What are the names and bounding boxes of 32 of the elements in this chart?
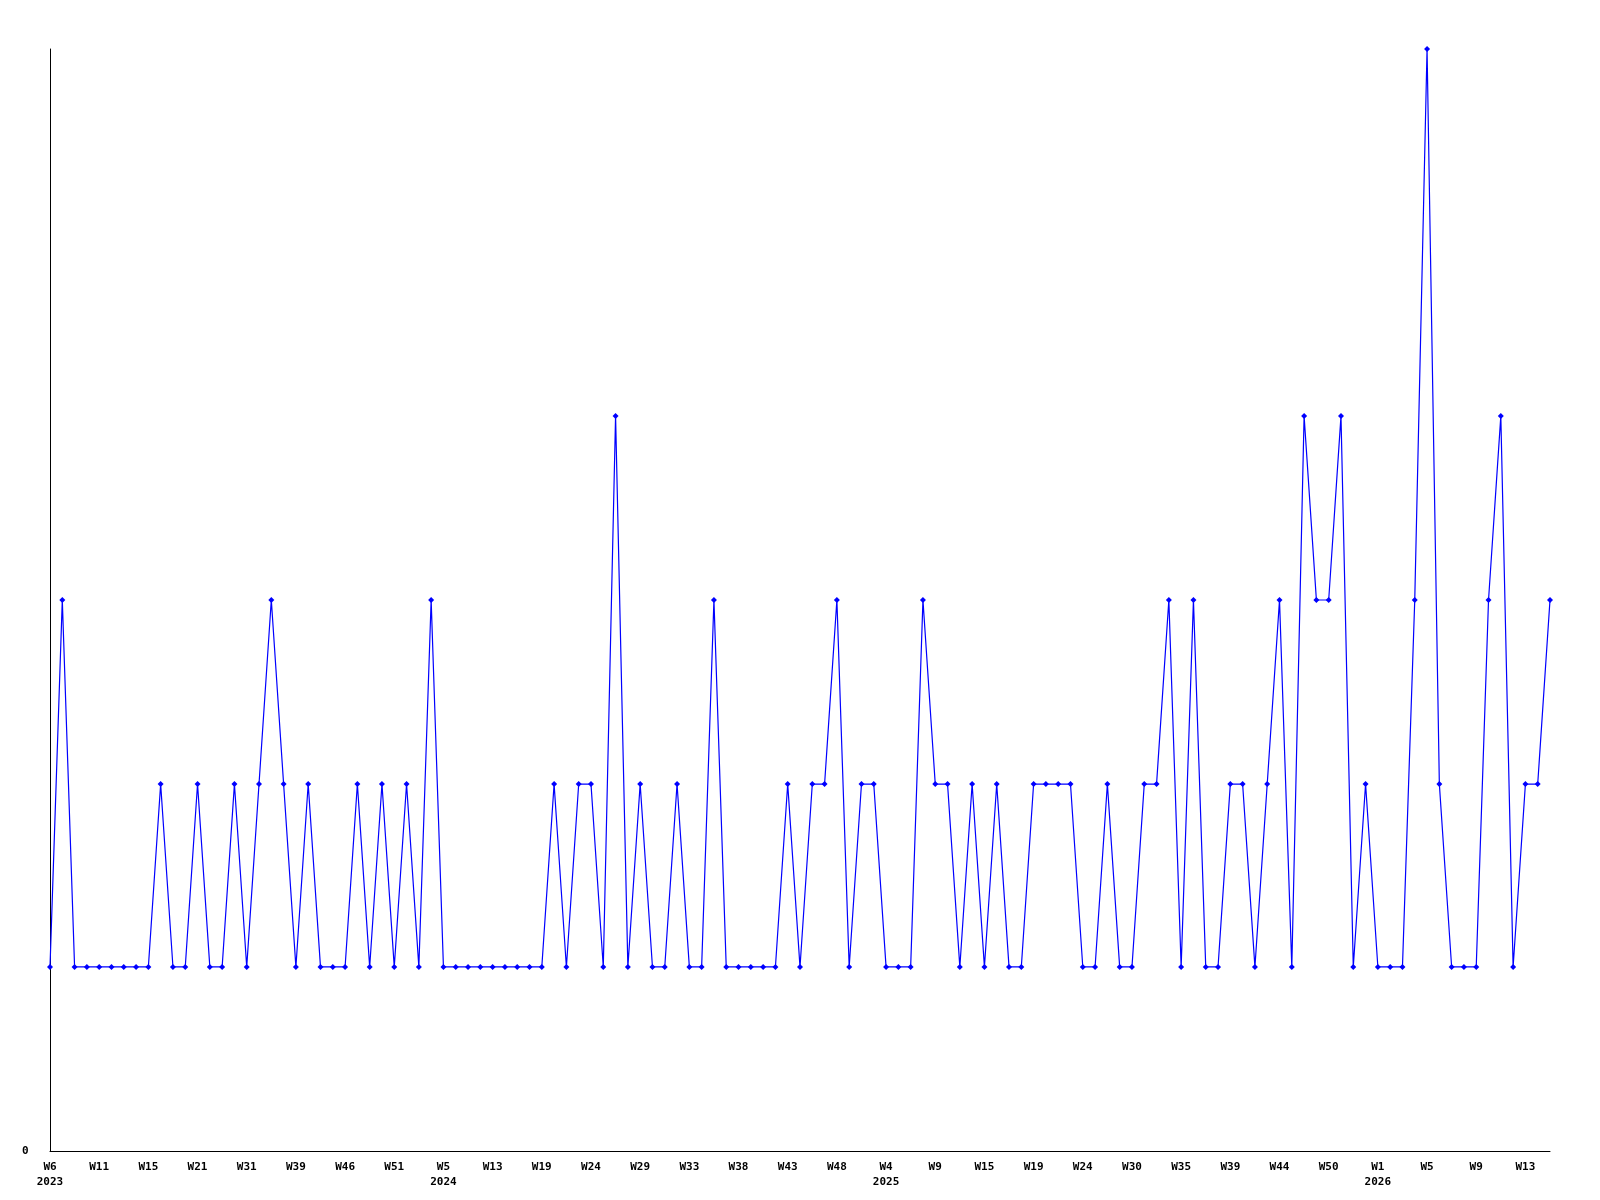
x-tick-label: W5 2024 xyxy=(430,1160,458,1188)
x-tick-label: W13 xyxy=(1515,1160,1536,1173)
x-tick-label: W43 xyxy=(777,1160,798,1173)
x-tick-label: W19 xyxy=(531,1160,552,1173)
x-tick-label: W38 xyxy=(728,1160,749,1173)
x-tick-label: W5 xyxy=(1420,1160,1434,1173)
x-tick-label: W6 2023 xyxy=(36,1160,64,1188)
x-tick-label: W39 xyxy=(285,1160,306,1173)
x-tick-label: W4 2025 xyxy=(872,1160,900,1188)
x-tick-label: W24 xyxy=(1072,1160,1094,1173)
x-tick-label: W15 xyxy=(974,1160,995,1173)
x-tick-label: W9 xyxy=(1469,1160,1483,1173)
x-tick-label: W30 xyxy=(1122,1160,1142,1173)
x-tick-label: W39 xyxy=(1220,1160,1241,1173)
x-tick-label: W50 xyxy=(1318,1160,1339,1173)
text: 0 xyxy=(22,1144,29,1157)
x-tick-label: W31 xyxy=(236,1160,258,1173)
x-tick-label: W46 xyxy=(335,1160,356,1173)
x-tick-label: W33 xyxy=(679,1160,700,1173)
x-tick-label: W29 xyxy=(630,1160,651,1173)
x-tick-label: W1 2026 xyxy=(1364,1160,1392,1188)
x-tick-label: W48 xyxy=(826,1160,847,1173)
x-tick-label: W11 xyxy=(89,1160,110,1173)
x-tick-label: W35 xyxy=(1171,1160,1192,1173)
x-tick-label: W24 xyxy=(581,1160,602,1173)
x-tick-label: W51 xyxy=(384,1160,405,1173)
x-tick-label: W19 xyxy=(1023,1160,1044,1173)
x-tick-label: W9 xyxy=(928,1160,942,1173)
x-tick-label: W44 xyxy=(1269,1160,1290,1173)
x-tick-label: W15 xyxy=(138,1160,159,1173)
x-tick-label: W13 xyxy=(482,1160,503,1173)
x-tick-label: W21 xyxy=(187,1160,208,1173)
